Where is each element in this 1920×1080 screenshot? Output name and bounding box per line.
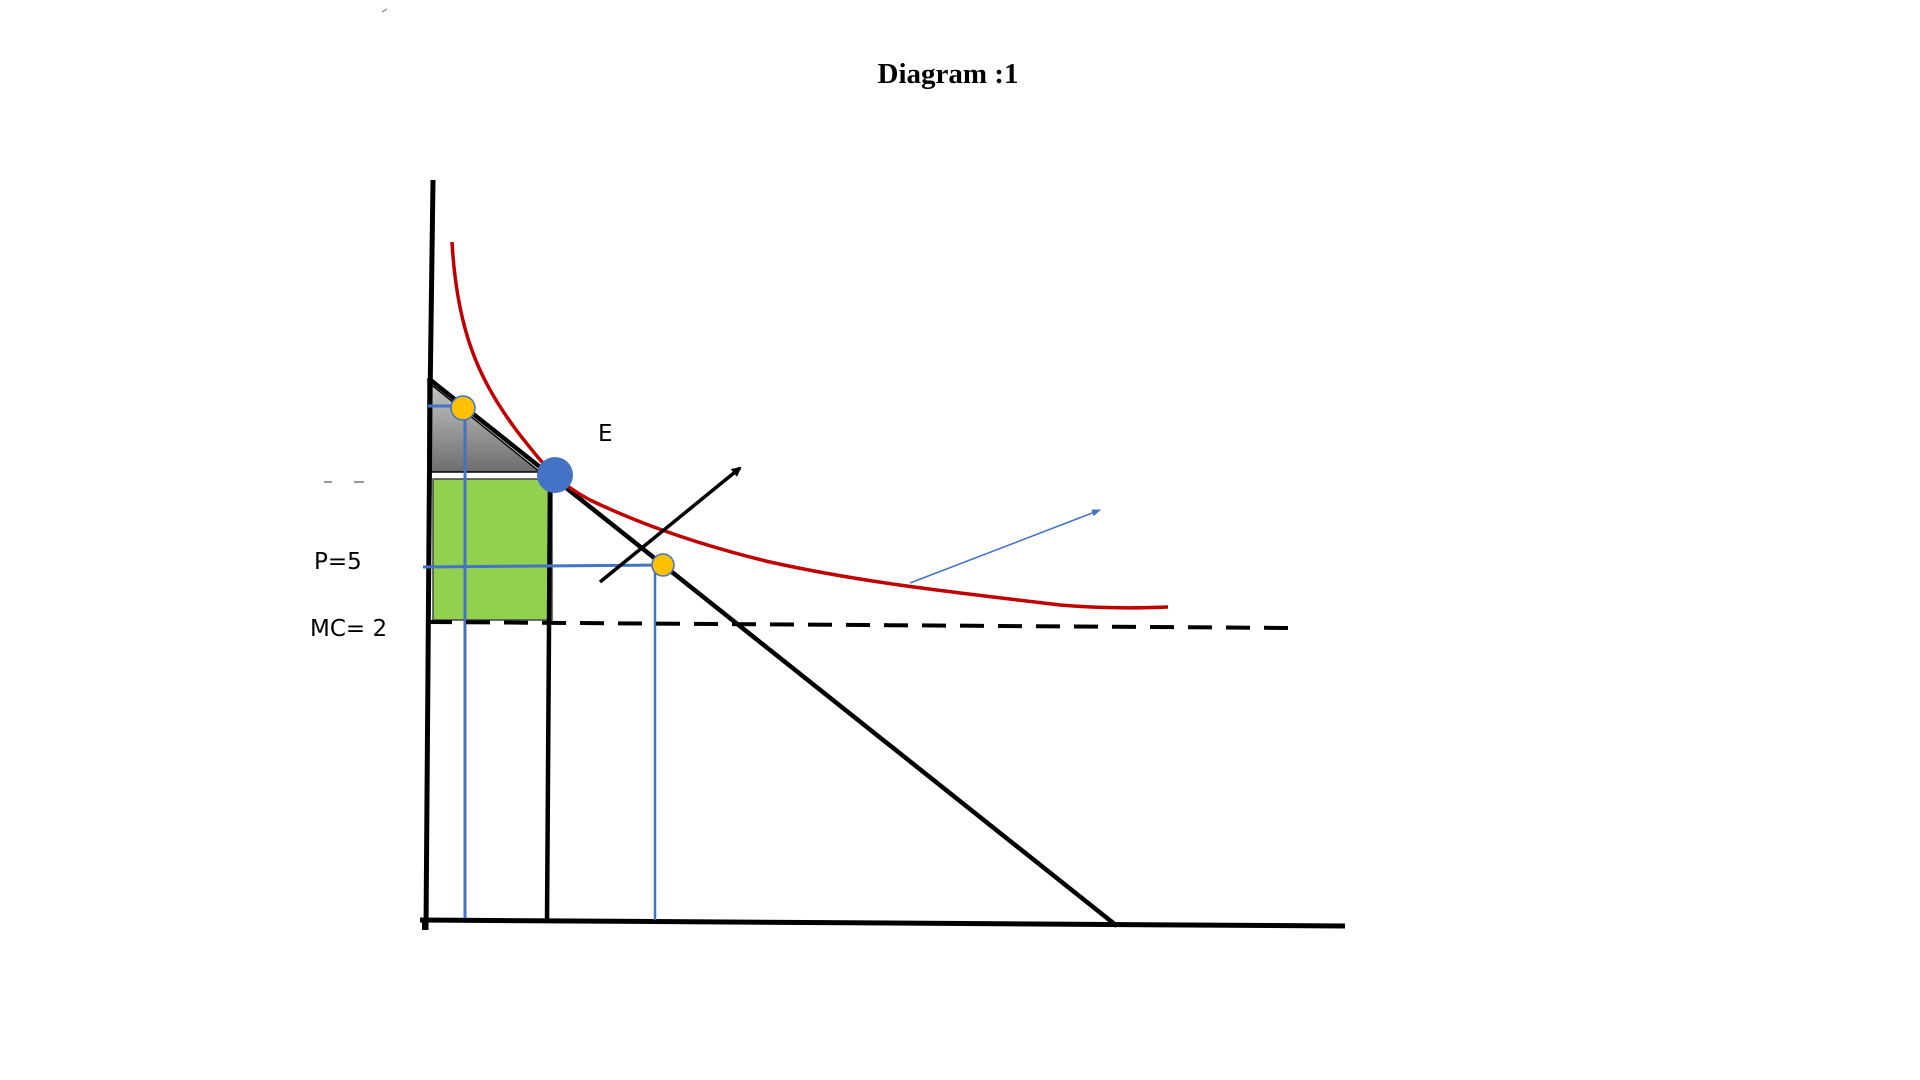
mc-dashed-line	[427, 620, 1296, 630]
indifference-curve	[450, 241, 1169, 610]
point-top-left	[450, 395, 476, 421]
price-label: P=5	[314, 549, 362, 575]
shift-arrow-black	[598, 466, 742, 584]
grey-triangle-area	[427, 380, 543, 473]
diagram-title: Diagram :1	[878, 58, 1019, 90]
stray-mark	[381, 8, 388, 13]
point-p-level	[651, 553, 675, 577]
equilibrium-point	[537, 457, 573, 493]
green-rectangle-area	[432, 478, 553, 621]
guide-line-horizontal-p	[422, 563, 661, 569]
equilibrium-label: E	[598, 421, 613, 447]
y-axis	[423, 179, 436, 931]
mc-label: MC= 2	[310, 616, 387, 642]
pointer-arrow-blue	[909, 509, 1101, 584]
x-axis	[419, 917, 1346, 929]
quantity-line-e	[544, 479, 553, 923]
demand-line	[426, 376, 1119, 928]
